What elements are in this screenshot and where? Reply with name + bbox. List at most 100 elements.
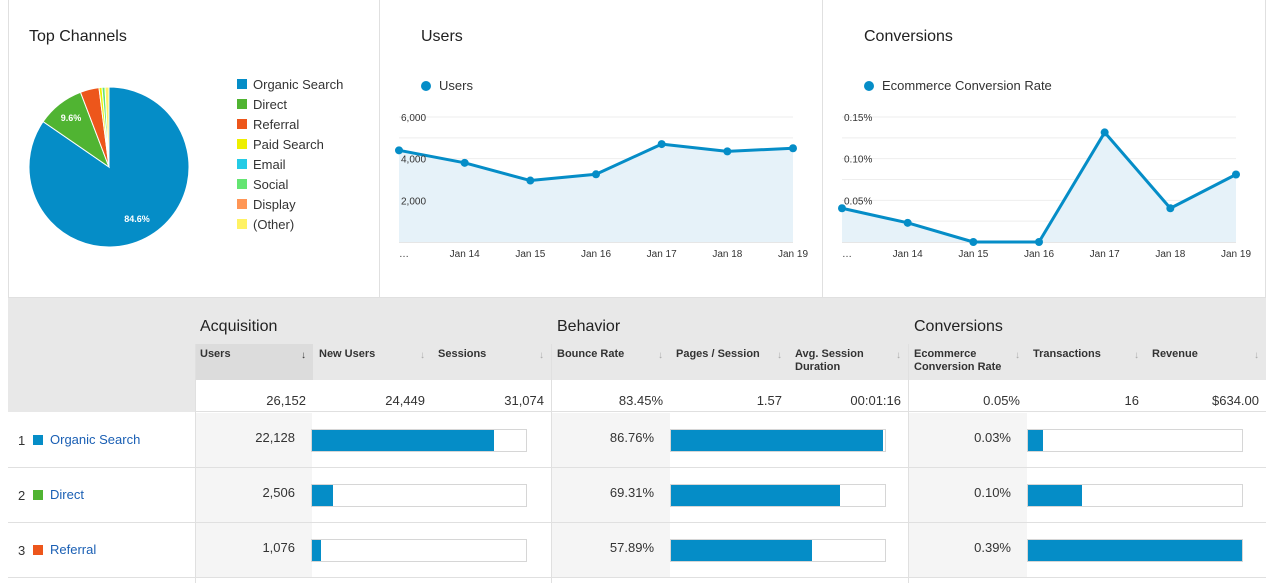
data-point[interactable] bbox=[1035, 238, 1043, 246]
channel-link[interactable]: Referral bbox=[50, 542, 97, 557]
conversions-series-label: Ecommerce Conversion Rate bbox=[882, 78, 1052, 93]
data-point[interactable] bbox=[969, 238, 978, 246]
top-channels-pie-chart[interactable]: 84.6% 9.6% bbox=[9, 70, 209, 270]
col-pages-session-header[interactable]: Pages / Session ↓ bbox=[671, 344, 789, 380]
table-column-header-row: Users ↓ New Users ↓ Sessions ↓ Bounce Ra… bbox=[8, 344, 1266, 380]
data-point[interactable] bbox=[592, 170, 600, 179]
data-point[interactable] bbox=[838, 204, 846, 213]
conversions-line-chart[interactable]: 0.15% 0.10% 0.05% … Jan 14 Jan 15 Jan 16 Jan 17… bbox=[824, 100, 1264, 270]
total-revenue: $634.00 bbox=[1212, 393, 1259, 408]
top-channels-title: Top Channels bbox=[29, 28, 127, 45]
pie-slice-other[interactable] bbox=[104, 86, 110, 168]
legend-swatch-icon bbox=[237, 199, 247, 209]
col-sessions-header[interactable]: Sessions ↓ bbox=[433, 344, 551, 380]
sort-icon[interactable]: ↓ bbox=[777, 350, 782, 361]
legend-item[interactable]: Referral bbox=[237, 114, 343, 134]
users-value-cell bbox=[195, 413, 312, 467]
total-users: 26,152 bbox=[266, 393, 306, 408]
col-revenue-header[interactable]: Revenue ↓ bbox=[1147, 344, 1266, 380]
users-title: Users bbox=[421, 28, 463, 45]
total-bounce-rate: 83.45% bbox=[618, 393, 663, 408]
x-tick-label: … bbox=[842, 249, 852, 260]
data-point[interactable] bbox=[903, 218, 912, 227]
users-bar bbox=[311, 429, 527, 452]
data-point[interactable] bbox=[789, 144, 797, 153]
legend-label: Referral bbox=[253, 116, 300, 132]
col-users-header[interactable]: Users ↓ bbox=[195, 344, 313, 380]
legend-item[interactable]: Direct bbox=[237, 94, 343, 114]
users-bar-fill bbox=[312, 540, 321, 561]
channel-link[interactable]: Direct bbox=[50, 487, 84, 502]
legend-swatch-icon bbox=[237, 99, 247, 109]
data-point[interactable] bbox=[1232, 170, 1240, 179]
row-users-value: 2,506 bbox=[262, 485, 295, 500]
col-divider bbox=[551, 344, 552, 583]
y-tick-label: 0.05% bbox=[844, 196, 872, 207]
total-new-users: 24,449 bbox=[385, 393, 425, 408]
sort-icon[interactable]: ↓ bbox=[420, 350, 425, 361]
data-point[interactable] bbox=[526, 176, 535, 185]
col-avg-session-header[interactable]: Avg. Session Duration ↓ bbox=[790, 344, 908, 380]
pie-label-organic: 84.6% bbox=[124, 214, 150, 224]
x-tick-label: Jan 14 bbox=[893, 249, 923, 260]
legend-swatch-icon bbox=[237, 119, 247, 129]
bounce-bar-fill bbox=[671, 430, 883, 451]
col-avg-session-label: Avg. Session Duration bbox=[795, 348, 864, 373]
col-ecr-label: Ecommerce Conversion Rate bbox=[914, 348, 1002, 373]
data-point[interactable] bbox=[723, 147, 732, 156]
sort-icon[interactable]: ↓ bbox=[1015, 350, 1020, 361]
pie-label-direct: 9.6% bbox=[61, 113, 82, 123]
users-line-chart[interactable]: 6,000 4,000 2,000 … Jan 14 Jan 15 Jan 16 Jan 17… bbox=[381, 100, 821, 270]
sort-desc-icon[interactable]: ↓ bbox=[301, 350, 306, 361]
ecr-bar-fill bbox=[1028, 430, 1043, 451]
row-bounce-value: 57.89% bbox=[609, 540, 654, 555]
bounce-value-cell bbox=[551, 413, 670, 467]
users-bar bbox=[311, 484, 527, 507]
sort-icon[interactable]: ↓ bbox=[1134, 350, 1139, 361]
legend-swatch-icon bbox=[237, 159, 247, 169]
x-tick-label: Jan 15 bbox=[515, 249, 545, 260]
data-point[interactable] bbox=[657, 140, 666, 149]
channel-link[interactable]: Organic Search bbox=[50, 432, 141, 447]
sort-icon[interactable]: ↓ bbox=[896, 350, 901, 361]
legend-swatch-icon bbox=[237, 219, 247, 229]
row-number: 3 bbox=[18, 543, 26, 558]
group-behavior: Behavior bbox=[557, 318, 621, 335]
sort-icon[interactable]: ↓ bbox=[1254, 350, 1259, 361]
legend-item[interactable]: Social bbox=[237, 174, 343, 194]
ecr-value-cell bbox=[908, 523, 1027, 577]
legend-swatch-icon bbox=[237, 79, 247, 89]
conversions-series-legend[interactable]: Ecommerce Conversion Rate bbox=[864, 78, 1052, 93]
x-tick-label: Jan 15 bbox=[958, 249, 988, 260]
col-users-label: Users bbox=[200, 348, 231, 360]
users-series-legend[interactable]: Users bbox=[421, 78, 473, 93]
legend-item[interactable]: Organic Search bbox=[237, 74, 343, 94]
sort-icon[interactable]: ↓ bbox=[658, 350, 663, 361]
data-point[interactable] bbox=[395, 146, 403, 155]
total-sessions: 31,074 bbox=[504, 393, 544, 408]
ecr-bar bbox=[1027, 539, 1243, 562]
legend-item[interactable]: (Other) bbox=[237, 214, 343, 234]
row-bounce-value: 86.76% bbox=[609, 430, 654, 445]
sort-icon[interactable]: ↓ bbox=[539, 350, 544, 361]
col-transactions-header[interactable]: Transactions ↓ bbox=[1028, 344, 1146, 380]
data-point[interactable] bbox=[1166, 204, 1175, 213]
legend-item[interactable]: Email bbox=[237, 154, 343, 174]
legend-swatch-icon bbox=[237, 179, 247, 189]
col-bounce-rate-label: Bounce Rate bbox=[557, 348, 625, 360]
bounce-bar bbox=[670, 539, 886, 562]
col-new-users-header[interactable]: New Users ↓ bbox=[314, 344, 432, 380]
legend-item[interactable]: Display bbox=[237, 194, 343, 214]
data-point[interactable] bbox=[460, 158, 469, 167]
users-series-label: Users bbox=[439, 78, 473, 93]
legend-item[interactable]: Paid Search bbox=[237, 134, 343, 154]
top-channels-legend: Organic Search Direct Referral Paid Search E… bbox=[237, 74, 343, 234]
x-tick-label: Jan 17 bbox=[1090, 249, 1120, 260]
col-transactions-label: Transactions bbox=[1033, 348, 1101, 360]
total-avg-session: 00:01:16 bbox=[850, 393, 901, 408]
row-users-value: 22,128 bbox=[255, 430, 295, 445]
col-ecr-header[interactable]: Ecommerce Conversion Rate ↓ bbox=[909, 344, 1027, 380]
legend-label: (Other) bbox=[253, 216, 295, 232]
col-bounce-rate-header[interactable]: Bounce Rate ↓ bbox=[552, 344, 670, 380]
data-point[interactable] bbox=[1100, 128, 1109, 137]
